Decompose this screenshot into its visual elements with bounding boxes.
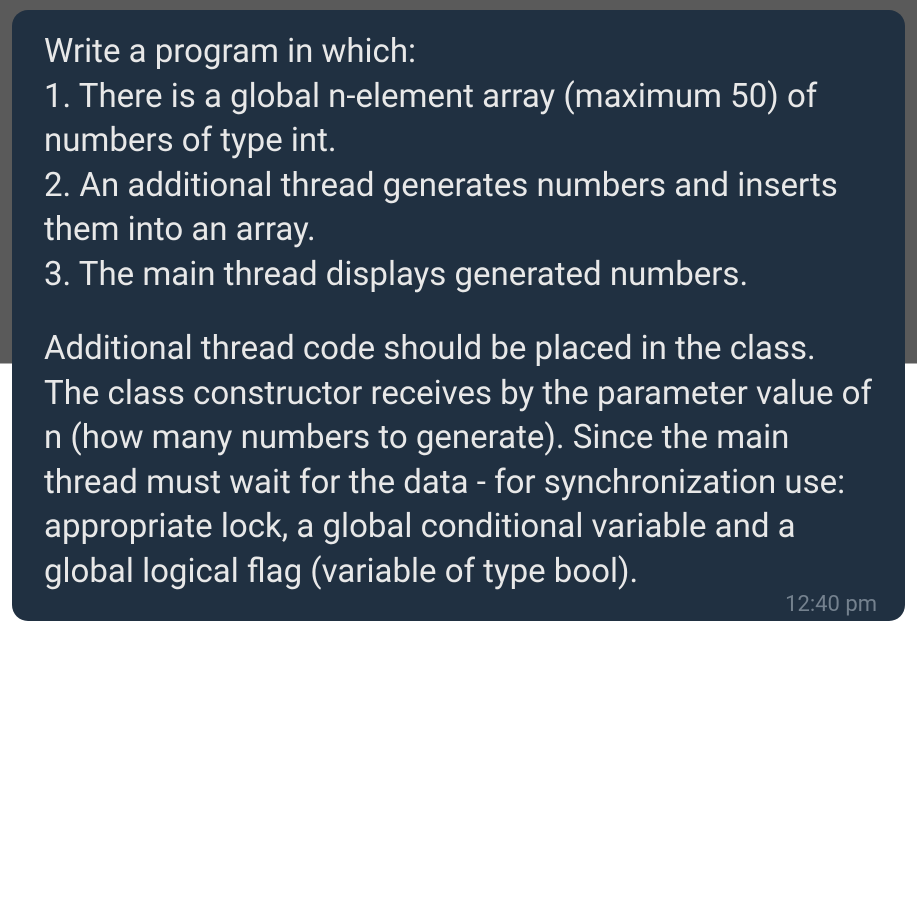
message-timestamp: 12:40 pm (785, 592, 877, 617)
message-bubble: Write a program in which:1. There is a g… (12, 10, 905, 621)
message-paragraph-1: Write a program in which:1. There is a g… (44, 30, 873, 297)
message-paragraph-2: Additional thread code should be placed … (44, 327, 873, 594)
